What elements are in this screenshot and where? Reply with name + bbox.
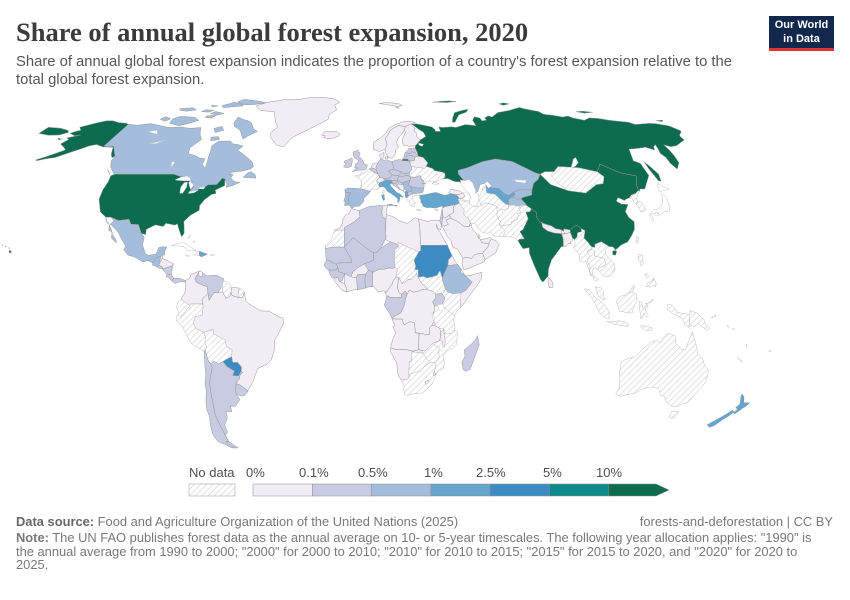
- svg-text:No data: No data: [189, 465, 235, 480]
- svg-text:0%: 0%: [246, 465, 265, 480]
- svg-text:1%: 1%: [424, 465, 443, 480]
- svg-text:0.5%: 0.5%: [358, 465, 388, 480]
- svg-text:2.5%: 2.5%: [476, 465, 506, 480]
- svg-text:10%: 10%: [596, 465, 622, 480]
- svg-text:5%: 5%: [543, 465, 562, 480]
- svg-text:0.1%: 0.1%: [299, 465, 329, 480]
